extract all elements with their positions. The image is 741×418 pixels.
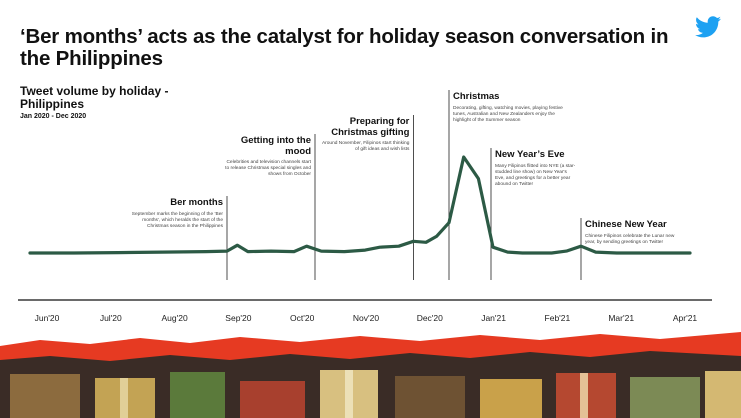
annotation-body: Celebrities and television channels star… bbox=[225, 160, 311, 178]
x-tick-label: Aug'20 bbox=[161, 313, 187, 323]
annotation-body: Many Filipinos flitted into NYE (a star-… bbox=[495, 163, 576, 188]
annotation-getting-into-mood: Getting into the mood Celebrities and tel… bbox=[225, 135, 311, 179]
annotation-new-years-eve: New Year’s Eve Many Filipinos flitted int… bbox=[495, 149, 577, 188]
holiday-gifts-banner bbox=[0, 332, 741, 418]
annotation-christmas: Christmas Decorating, gifting, watching m… bbox=[453, 91, 563, 124]
annotation-title: Getting into the mood bbox=[240, 135, 311, 157]
annotation-body: September marks the beginning of the ‘Be… bbox=[131, 211, 223, 229]
x-axis-ticks: Jun'20 Jul'20 Aug'20 Sep'20 Oct'20 Nov'20 Dec'… bbox=[35, 313, 698, 323]
annotation-body: Chinese Filipinos celebrate the Lunar ne… bbox=[585, 233, 675, 245]
chart-title: Tweet volume by holiday - Philippines bbox=[20, 84, 169, 111]
x-tick-label: Feb'21 bbox=[545, 313, 571, 323]
annotation-title: New Year’s Eve bbox=[495, 149, 565, 160]
annotation-title: Christmas bbox=[453, 91, 500, 102]
x-tick-label: Jul'20 bbox=[100, 313, 122, 323]
x-tick-label: Jun'20 bbox=[35, 313, 60, 323]
annotation-title: Ber months bbox=[170, 197, 223, 208]
x-tick-label: Apr'21 bbox=[673, 313, 698, 323]
chart-subhead: Tweet volume by holiday - Philippines Ja… bbox=[20, 84, 230, 121]
annotation-body: Around November, Filipinos start thinkin… bbox=[321, 141, 410, 153]
annotation-body: Decorating, gifting, watching movies, pl… bbox=[453, 105, 563, 123]
x-tick-label: Dec'20 bbox=[417, 313, 443, 323]
x-tick-label: Nov'20 bbox=[353, 313, 379, 323]
annotation-chinese-new-year: Chinese New Year Chinese Filipinos celebr… bbox=[585, 219, 680, 246]
x-tick-label: Oct'20 bbox=[290, 313, 315, 323]
annotation-title: Chinese New Year bbox=[585, 219, 667, 230]
annotation-preparing-gifting: Preparing for Christmas gifting Around No… bbox=[317, 116, 410, 153]
x-tick-label: Jan'21 bbox=[481, 313, 506, 323]
annotation-markers bbox=[226, 90, 582, 280]
chart-date-range: Jan 2020 - Dec 2020 bbox=[20, 113, 87, 120]
headline: ‘Ber months’ acts as the catalyst for ho… bbox=[20, 25, 669, 70]
x-tick-label: Mar'21 bbox=[608, 313, 634, 323]
twitter-bird-icon bbox=[695, 16, 721, 38]
x-tick-label: Sep'20 bbox=[225, 313, 251, 323]
annotation-ber-months: Ber months September marks the beginning … bbox=[127, 197, 223, 230]
annotation-title: Preparing for Christmas gifting bbox=[331, 116, 410, 138]
series-line bbox=[28, 155, 692, 255]
